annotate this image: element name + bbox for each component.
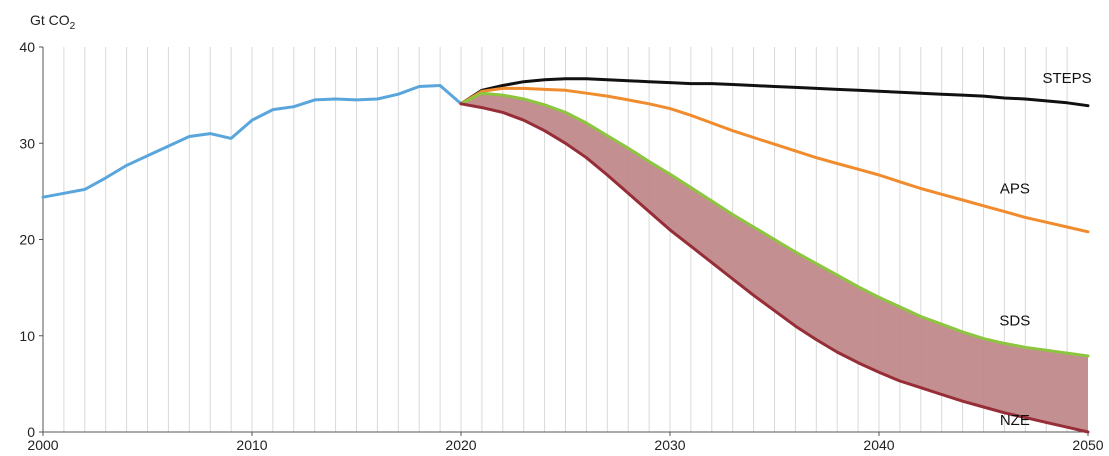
x-tick-label-2020: 2020 bbox=[445, 437, 476, 453]
series-line-historical bbox=[41, 84, 463, 199]
series-layer bbox=[41, 77, 1090, 434]
series-line-nze bbox=[459, 102, 1090, 434]
y-tick-label-30: 30 bbox=[19, 135, 35, 151]
x-tick-label-2030: 2030 bbox=[654, 437, 685, 453]
x-tick-label-2000: 2000 bbox=[27, 437, 58, 453]
series-label-aps: APS bbox=[1000, 181, 1030, 198]
y-axis-unit-label: Gt CO2 bbox=[30, 12, 76, 32]
y-tick-label-0: 0 bbox=[27, 424, 35, 440]
y-tick-label-20: 20 bbox=[19, 232, 35, 248]
y-tick-label-40: 40 bbox=[19, 39, 35, 55]
label-layer: STEPS APS SDS NZE bbox=[999, 70, 1091, 429]
y-axis-unit-subscript: 2 bbox=[70, 21, 76, 32]
x-tick-label-2040: 2040 bbox=[863, 437, 894, 453]
series-line-sds bbox=[459, 91, 1090, 358]
y-tick-label-10: 10 bbox=[19, 328, 35, 344]
sds-nze-band bbox=[461, 93, 1088, 432]
x-tick-label-2010: 2010 bbox=[236, 437, 267, 453]
series-label-nze: NZE bbox=[1000, 412, 1030, 429]
x-tick-label-2050: 2050 bbox=[1072, 437, 1103, 453]
y-axis-unit-text: Gt CO bbox=[30, 12, 70, 28]
series-line-steps bbox=[459, 77, 1090, 108]
series-line-aps bbox=[459, 86, 1090, 234]
band-layer bbox=[461, 93, 1088, 432]
series-label-sds: SDS bbox=[999, 312, 1030, 329]
series-label-steps: STEPS bbox=[1043, 70, 1092, 87]
